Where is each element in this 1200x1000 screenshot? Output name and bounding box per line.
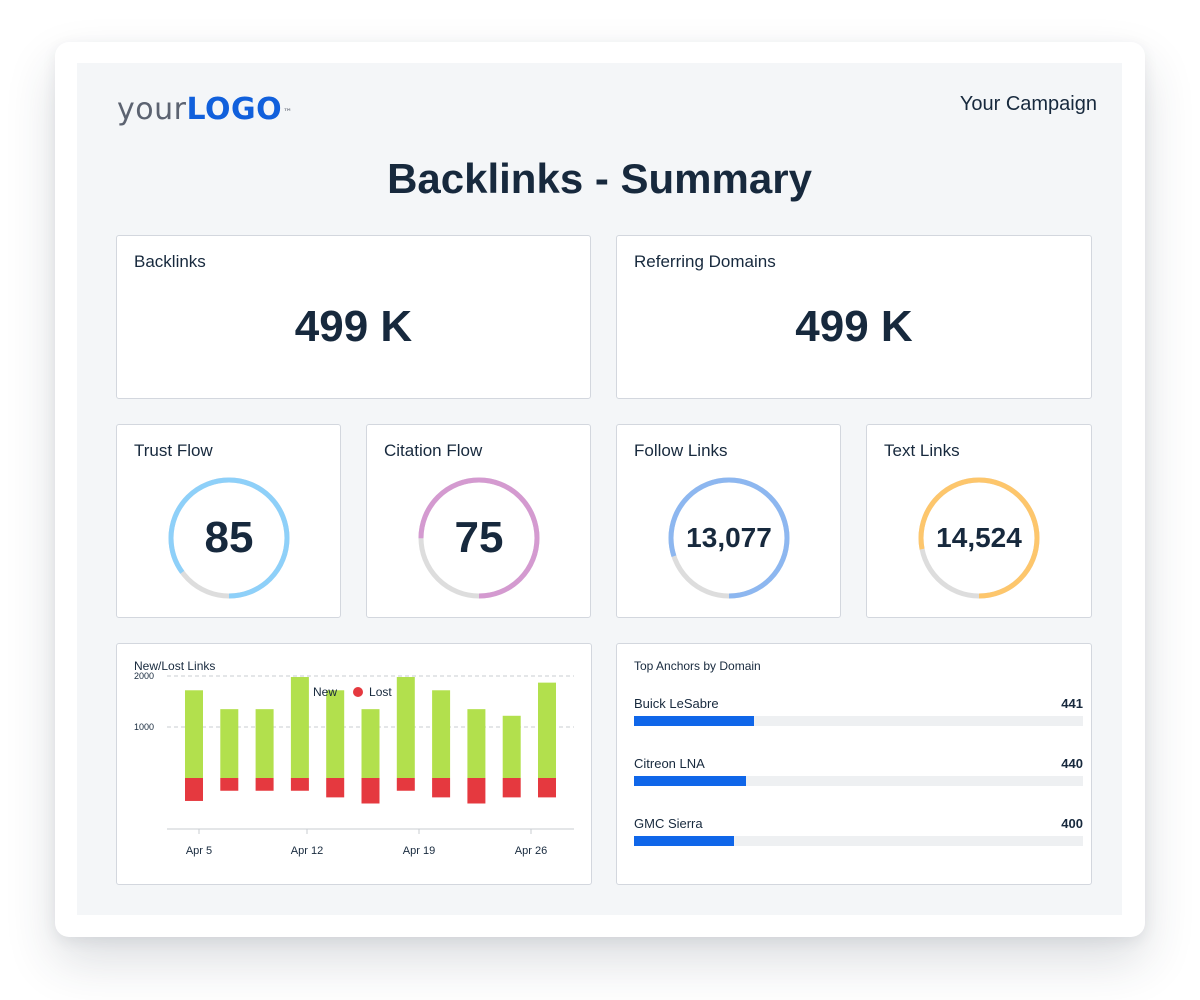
bar-new xyxy=(432,690,451,778)
anchor-bar-track xyxy=(634,716,1083,726)
bar-lost xyxy=(502,778,521,798)
text-links-value: 14,524 xyxy=(936,522,1022,553)
anchor-row: Buick LeSabre 441 xyxy=(634,696,1083,744)
anchor-count: 441 xyxy=(1061,696,1083,711)
new-lost-links-card: 1000 2000 Apr 5 Apr 12 Apr 19 Apr 26 New/Lost… xyxy=(116,643,592,885)
citation-flow-label: Citation Flow xyxy=(384,441,483,460)
follow-links-card: Follow Links 13,077 xyxy=(616,424,841,618)
trust-flow-value: 85 xyxy=(204,513,254,562)
y-tick-label: 2000 xyxy=(134,671,154,681)
text-links-gauge: 14,524 xyxy=(917,476,1041,600)
report-frame: yourLOGO™ Your Campaign Backlinks - Summ… xyxy=(55,42,1145,937)
campaign-name: Your Campaign xyxy=(959,93,1097,115)
backlinks-card: Backlinks 499 K xyxy=(116,235,591,399)
anchor-bar-fill xyxy=(634,716,754,726)
bar-new xyxy=(255,709,274,778)
bar-new xyxy=(290,677,309,778)
bar-new xyxy=(396,677,415,778)
bar-new xyxy=(326,690,345,778)
trust-flow-gauge: 85 xyxy=(167,476,291,600)
bar-new xyxy=(467,709,486,778)
legend-new-label: New xyxy=(313,685,338,699)
page-title: Backlinks - Summary xyxy=(387,155,812,202)
citation-flow-gauge: 75 xyxy=(417,476,541,600)
legend-new-swatch xyxy=(297,687,307,697)
top-anchors-card: Top Anchors by Domain Buick LeSabre 441 … xyxy=(616,643,1092,885)
bar-new xyxy=(185,690,203,778)
referring-domains-value: 499 K xyxy=(795,302,913,351)
text-links-card: Text Links 14,524 xyxy=(866,424,1092,618)
gauge-ring xyxy=(168,477,290,599)
follow-links-label: Follow Links xyxy=(634,441,728,460)
gauge-ring xyxy=(668,477,790,599)
bar-lost xyxy=(361,778,380,804)
chart-legend: New Lost xyxy=(297,685,392,699)
new-lost-links-title: New/Lost Links xyxy=(134,659,216,673)
legend-lost-label: Lost xyxy=(369,685,392,699)
anchor-name: Citreon LNA xyxy=(634,756,705,771)
gauge-ring xyxy=(418,477,540,599)
y-tick-label: 1000 xyxy=(134,722,154,732)
referring-domains-label: Referring Domains xyxy=(634,252,776,271)
gauge-progress xyxy=(168,477,290,599)
text-links-label: Text Links xyxy=(884,441,960,460)
logo-text-logo: LOGO xyxy=(186,92,283,127)
bar-lost xyxy=(467,778,486,804)
anchor-row: Citreon LNA 440 xyxy=(634,756,1083,804)
top-anchors-title: Top Anchors by Domain xyxy=(634,659,761,673)
bar-lost xyxy=(290,778,309,791)
bar-lost xyxy=(220,778,239,791)
bar-lost xyxy=(185,778,203,801)
referring-domains-card: Referring Domains 499 K xyxy=(616,235,1092,399)
anchor-bar-fill xyxy=(634,836,734,846)
bar-new xyxy=(502,715,521,778)
bar-lost xyxy=(326,778,345,798)
bar-new xyxy=(538,682,556,778)
backlinks-label: Backlinks xyxy=(134,252,206,271)
bar-lost xyxy=(396,778,415,791)
trust-flow-label: Trust Flow xyxy=(134,441,213,460)
bar-lost xyxy=(432,778,451,798)
x-tick-label: Apr 5 xyxy=(186,845,212,857)
bar-new xyxy=(361,709,380,778)
logo-text-your: your xyxy=(117,92,187,127)
x-tick-label: Apr 12 xyxy=(291,845,323,857)
legend-lost[interactable]: Lost xyxy=(353,685,392,699)
company-logo: yourLOGO™ xyxy=(117,91,293,129)
backlinks-value: 499 K xyxy=(294,302,413,351)
x-tick-label: Apr 26 xyxy=(515,845,547,857)
anchor-count: 400 xyxy=(1061,816,1083,831)
legend-new[interactable]: New xyxy=(297,685,337,699)
anchor-row: GMC Sierra 400 xyxy=(634,816,1083,864)
anchor-name: GMC Sierra xyxy=(634,816,703,831)
new-lost-links-chart: 1000 2000 Apr 5 Apr 12 Apr 19 Apr 26 xyxy=(134,671,574,857)
report-page: yourLOGO™ Your Campaign Backlinks - Summ… xyxy=(77,63,1122,915)
gauge-ring xyxy=(918,477,1040,599)
anchor-bar-fill xyxy=(634,776,746,786)
logo-trademark: ™ xyxy=(283,108,293,118)
anchor-bar-track xyxy=(634,836,1083,846)
x-tick-label: Apr 19 xyxy=(403,845,435,857)
anchor-name: Buick LeSabre xyxy=(634,696,719,711)
bar-new xyxy=(220,709,239,778)
anchor-bar-track xyxy=(634,776,1083,786)
follow-links-value: 13,077 xyxy=(686,522,772,553)
legend-lost-swatch xyxy=(353,687,364,697)
gauge-progress xyxy=(668,477,790,599)
citation-flow-card: Citation Flow 75 xyxy=(366,424,591,618)
bar-lost xyxy=(255,778,274,791)
citation-flow-value: 75 xyxy=(454,513,504,562)
gauge-progress xyxy=(418,477,540,599)
gauge-progress xyxy=(918,477,1040,599)
follow-links-gauge: 13,077 xyxy=(667,476,791,600)
trust-flow-card: Trust Flow 85 xyxy=(116,424,341,618)
bar-lost xyxy=(538,778,556,798)
anchor-count: 440 xyxy=(1061,756,1083,771)
